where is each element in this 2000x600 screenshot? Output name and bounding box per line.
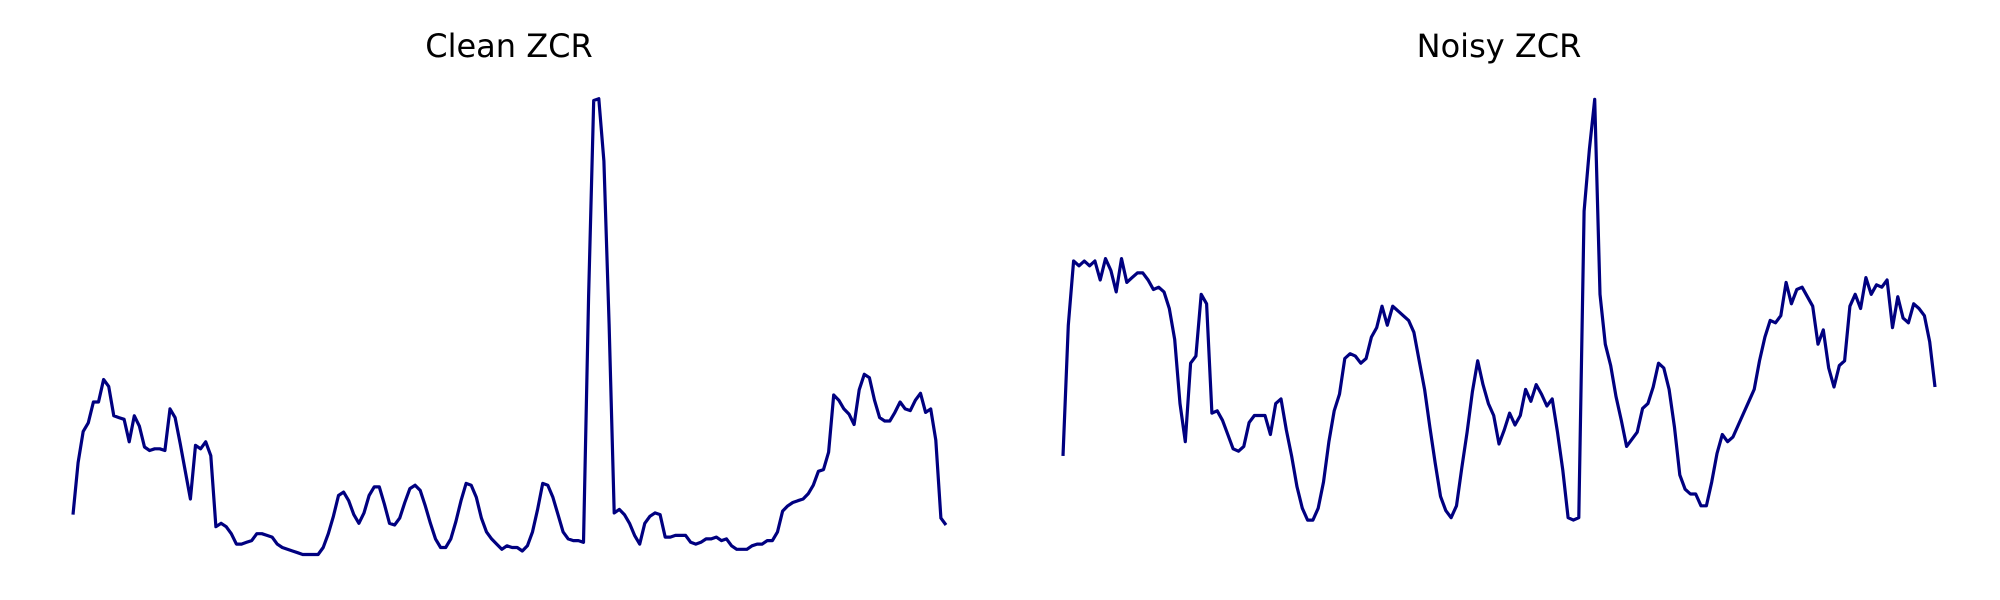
- noisy-zcr-series-line: [1061, 97, 1937, 522]
- chart-title-noisy-zcr: Noisy ZCR: [1417, 27, 1582, 65]
- clean-zcr-series-line: [71, 97, 948, 557]
- chart-title-clean-zcr: Clean ZCR: [425, 27, 592, 65]
- clean-zcr-chart: Clean ZCR: [71, 27, 948, 557]
- noisy-zcr-chart: Noisy ZCR: [1061, 27, 1937, 522]
